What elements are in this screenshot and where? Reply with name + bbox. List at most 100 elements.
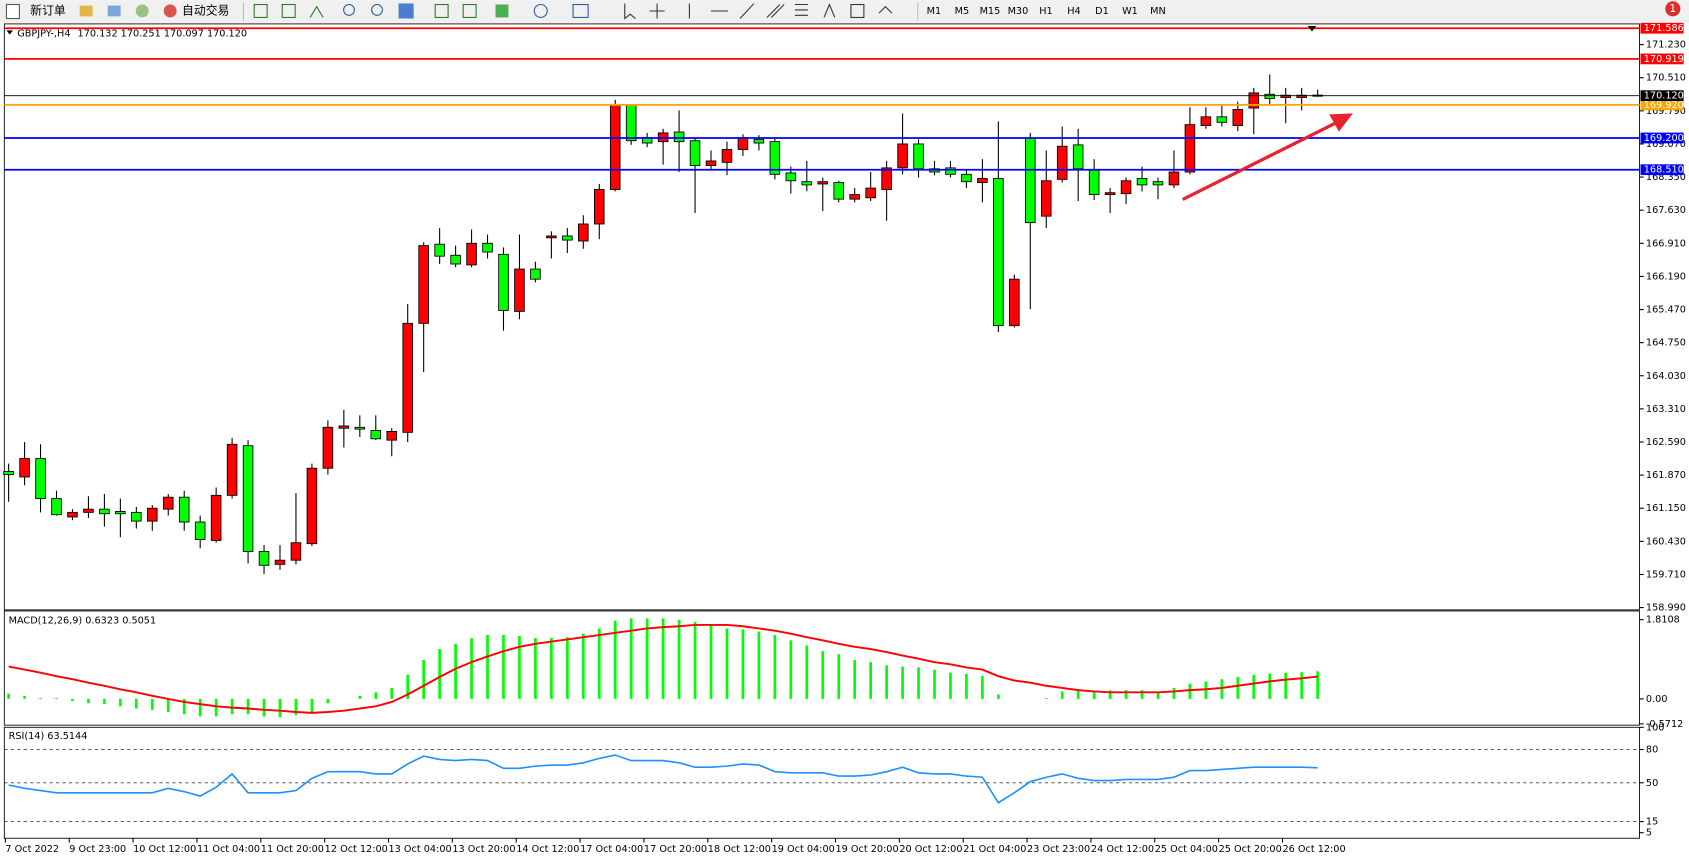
x-tick-label: 17 Oct 04:00: [580, 844, 643, 855]
timeframe-button[interactable]: M30: [1008, 6, 1029, 17]
timeframe-button[interactable]: MN: [1150, 6, 1166, 17]
candle-body: [370, 430, 382, 440]
icon[interactable]: [462, 3, 477, 18]
x-tick-label: 17 Oct 20:00: [644, 844, 707, 855]
y-tick-label: 164.030: [1646, 371, 1686, 382]
channel-tool[interactable]: [766, 4, 785, 18]
timeframe-button[interactable]: D1: [1095, 6, 1109, 17]
shift-marker: [1307, 26, 1317, 32]
chart-title: GBPJPY-,H4: [17, 29, 70, 40]
y-tick-label: 163.310: [1646, 404, 1686, 415]
candle-body: [434, 243, 445, 257]
candle-body: [194, 521, 206, 540]
candle-body: [530, 268, 541, 280]
y-tick-label: 169.790: [1646, 106, 1686, 117]
candle-body: [737, 137, 749, 150]
price-label-bg: [1640, 132, 1684, 144]
candle-body: [402, 322, 413, 433]
y-tick-label: 1.8108: [1646, 615, 1680, 626]
candle-body: [1152, 181, 1164, 186]
x-tick-label: 24 Oct 12:00: [1091, 844, 1154, 855]
candle-body: [67, 511, 78, 518]
x-tick-label: 11 Oct 20:00: [261, 844, 324, 855]
icon[interactable]: [281, 3, 296, 18]
icon[interactable]: [434, 3, 449, 18]
timeframe-button[interactable]: H1: [1039, 6, 1052, 17]
macd-title: MACD(12,26,9) 0.6323 0.5051: [9, 616, 157, 627]
candle-body: [1040, 180, 1052, 217]
x-tick-label: 13 Oct 04:00: [389, 844, 452, 855]
icon[interactable]: [107, 5, 121, 17]
candle-body: [35, 458, 46, 500]
candle-body: [1168, 171, 1180, 186]
price-label-bg: [1640, 164, 1684, 176]
toolbar-bg: [0, 0, 1689, 23]
candle-body: [498, 253, 509, 311]
crosshair-tool[interactable]: [649, 3, 665, 19]
y-tick-label: 168.350: [1646, 172, 1686, 183]
fibo-tool[interactable]: [794, 3, 808, 16]
icon[interactable]: [253, 3, 268, 18]
zoom-in[interactable]: [343, 3, 355, 16]
candle-body: [1104, 192, 1116, 195]
candle-body: [849, 194, 860, 200]
timeframe-button[interactable]: M1: [927, 6, 942, 17]
auto-trading-button[interactable]: 自动交易: [182, 3, 229, 17]
candle-body: [1264, 93, 1276, 99]
icon[interactable]: [495, 4, 509, 18]
y-tick-label: 162.590: [1646, 437, 1686, 448]
auto-trading-icon[interactable]: [163, 4, 177, 18]
line-tools[interactable]: [688, 3, 755, 19]
x-tick-label: 26 Oct 12:00: [1282, 844, 1345, 855]
x-tick-label: 9 Oct 23:00: [69, 844, 126, 855]
candle-body: [817, 181, 829, 185]
notification-badge[interactable]: [1665, 1, 1681, 17]
plot: 158.990 159.710 160.430 161.150 161.870 162.5…: [3, 22, 1686, 855]
candle-body: [1120, 180, 1132, 195]
x-tick-label: 21 Oct 04:00: [963, 844, 1026, 855]
price-label: 168.510: [1644, 165, 1684, 176]
candle-body: [19, 458, 30, 478]
icon[interactable]: [309, 5, 324, 18]
candle-body: [51, 498, 62, 516]
timeframe-button[interactable]: M15: [980, 6, 1001, 17]
candle-body: [466, 242, 477, 266]
candle-body: [258, 551, 270, 566]
icon[interactable]: [398, 3, 414, 19]
main-pane: [3, 23, 1640, 611]
candle-body: [801, 181, 813, 186]
candle-body: [162, 496, 174, 510]
new-order-button[interactable]: 新订单: [30, 3, 66, 17]
x-tick-label: 14 Oct 12:00: [516, 844, 579, 855]
y-tick-label: 167.630: [1646, 205, 1686, 216]
x-tick-label: 12 Oct 12:00: [325, 844, 388, 855]
signal-line: [8, 623, 1318, 714]
timeframe-button[interactable]: M5: [955, 6, 970, 17]
price-label: 170.919: [1644, 54, 1684, 65]
ohlc-readout: 170.132 170.251 170.097 170.120: [78, 29, 247, 40]
arrow-tool[interactable]: [878, 5, 893, 14]
icon[interactable]: [533, 3, 548, 18]
y-tick-label: 164.750: [1646, 338, 1686, 349]
x-tick-label: 11 Oct 04:00: [197, 844, 260, 855]
candle-body: [386, 430, 398, 441]
icon[interactable]: [79, 5, 93, 17]
cursor-tool[interactable]: [624, 3, 636, 20]
candle-body: [785, 172, 797, 182]
timeframe-button[interactable]: W1: [1122, 6, 1138, 17]
candle-body: [131, 511, 142, 522]
x-tick-label: 18 Oct 12:00: [708, 844, 771, 855]
zoom-out[interactable]: [371, 3, 383, 16]
label-tool[interactable]: [850, 3, 865, 18]
icon[interactable]: [572, 3, 589, 18]
text-tool[interactable]: [823, 3, 836, 18]
new-order-icon[interactable]: [5, 3, 20, 20]
price-label: 171.586: [1644, 23, 1684, 34]
y-tick-label: 166.190: [1646, 271, 1686, 282]
timeframe-button[interactable]: H4: [1067, 6, 1080, 17]
candle-body: [881, 167, 892, 190]
icon[interactable]: [135, 4, 149, 18]
candle-body: [993, 178, 1004, 327]
notification-count[interactable]: 1: [1669, 2, 1676, 15]
candle-body: [1248, 92, 1260, 109]
